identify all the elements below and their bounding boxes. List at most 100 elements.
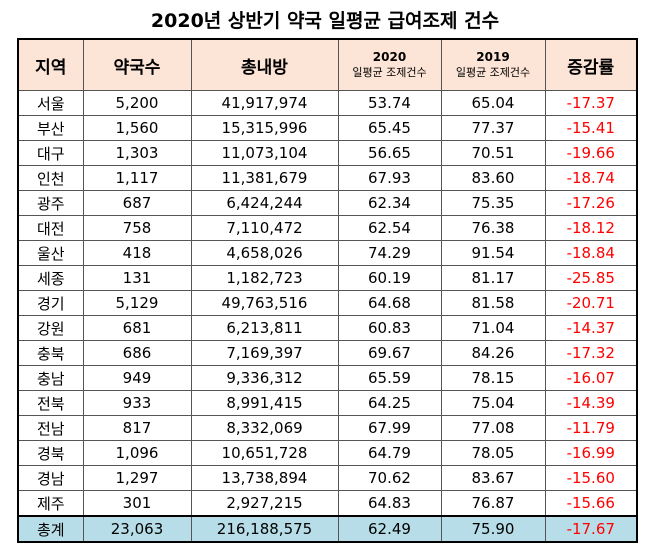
total-row: 총계 23,063 216,188,575 62.49 75.90 -17.67	[17, 515, 638, 543]
cell: 91.54	[440, 240, 546, 266]
cell: -15.66	[544, 490, 638, 517]
cell: 78.15	[440, 365, 546, 391]
cell: -17.26	[544, 190, 638, 216]
cell: 1,117	[82, 165, 192, 191]
cell: -18.84	[544, 240, 638, 266]
cell: 5,129	[82, 290, 192, 316]
cell: 대전	[17, 215, 84, 241]
data-row: 충북 686 7,169,397 69.67 84.26 -17.32	[17, 340, 638, 366]
cell: 933	[82, 390, 192, 416]
cell: 인천	[17, 165, 84, 191]
cell: 64.83	[337, 490, 442, 517]
cell: 2,927,215	[190, 490, 339, 517]
cell: 전남	[17, 415, 84, 441]
cell: 60.19	[337, 265, 442, 291]
data-row: 전북 933 8,991,415 64.25 75.04 -14.39	[17, 390, 638, 416]
cell: 6,424,244	[190, 190, 339, 216]
cell: 83.60	[440, 165, 546, 191]
title: 2020년 상반기 약국 일평균 급여조제 건수	[150, 10, 500, 32]
table-body: 서울 5,200 41,917,974 53.74 65.04 -17.37 부산 1,560…	[17, 90, 638, 543]
cell: 65.04	[440, 90, 546, 116]
cell: 4,658,026	[190, 240, 339, 266]
header-cell: 지역	[17, 38, 84, 91]
data-row: 대구 1,303 11,073,104 56.65 70.51 -19.66	[17, 140, 638, 166]
cell: -11.79	[544, 415, 638, 441]
cell: 13,738,894	[190, 465, 339, 491]
cell: 8,332,069	[190, 415, 339, 441]
cell: -15.60	[544, 465, 638, 491]
cell: 75.04	[440, 390, 546, 416]
cell: 67.99	[337, 415, 442, 441]
cell: 75.90	[440, 515, 546, 543]
data-row: 경남 1,297 13,738,894 70.62 83.67 -15.60	[17, 465, 638, 491]
data-table: 지역 약국수 총내방 2020 일평균 조제건수 2019 일평균 조제건수 증감률 서울 5,…	[17, 38, 638, 543]
cell: 216,188,575	[190, 515, 339, 543]
cell: 부산	[17, 115, 84, 141]
cell: 67.93	[337, 165, 442, 191]
data-row: 제주 301 2,927,215 64.83 76.87 -15.66	[17, 490, 638, 517]
cell: 대구	[17, 140, 84, 166]
cell: 경북	[17, 440, 84, 466]
cell: 강원	[17, 315, 84, 341]
cell: 77.08	[440, 415, 546, 441]
header-cell: 2019 일평균 조제건수	[440, 38, 546, 91]
cell: 301	[82, 490, 192, 517]
cell: 1,096	[82, 440, 192, 466]
header-cell: 약국수	[82, 38, 192, 91]
cell: 76.87	[440, 490, 546, 517]
data-row: 광주 687 6,424,244 62.34 75.35 -17.26	[17, 190, 638, 216]
cell: 총계	[17, 515, 84, 543]
cell: -25.85	[544, 265, 638, 291]
cell: 15,315,996	[190, 115, 339, 141]
cell: 949	[82, 365, 192, 391]
cell: 687	[82, 190, 192, 216]
header-year: 2019	[476, 50, 510, 64]
data-row: 부산 1,560 15,315,996 65.45 77.37 -15.41	[17, 115, 638, 141]
cell: -17.32	[544, 340, 638, 366]
data-row: 경기 5,129 49,763,516 64.68 81.58 -20.71	[17, 290, 638, 316]
cell: 131	[82, 265, 192, 291]
header-row: 지역 약국수 총내방 2020 일평균 조제건수 2019 일평균 조제건수 증감률	[17, 38, 638, 91]
cell: 경남	[17, 465, 84, 491]
cell: 서울	[17, 90, 84, 116]
cell: 76.38	[440, 215, 546, 241]
cell: 1,297	[82, 465, 192, 491]
cell: 11,073,104	[190, 140, 339, 166]
cell: -14.37	[544, 315, 638, 341]
cell: 6,213,811	[190, 315, 339, 341]
cell: 758	[82, 215, 192, 241]
data-row: 전남 817 8,332,069 67.99 77.08 -11.79	[17, 415, 638, 441]
cell: 49,763,516	[190, 290, 339, 316]
cell: -20.71	[544, 290, 638, 316]
cell: 84.26	[440, 340, 546, 366]
cell: 1,182,723	[190, 265, 339, 291]
cell: 56.65	[337, 140, 442, 166]
cell: 62.54	[337, 215, 442, 241]
header-cell: 증감률	[544, 38, 638, 91]
cell: -18.12	[544, 215, 638, 241]
cell: 69.67	[337, 340, 442, 366]
cell: 울산	[17, 240, 84, 266]
cell: 53.74	[337, 90, 442, 116]
cell: 65.45	[337, 115, 442, 141]
cell: 전북	[17, 390, 84, 416]
cell: 1,560	[82, 115, 192, 141]
data-row: 울산 418 4,658,026 74.29 91.54 -18.84	[17, 240, 638, 266]
cell: 78.05	[440, 440, 546, 466]
header-cell: 총내방	[190, 38, 339, 91]
cell: 62.34	[337, 190, 442, 216]
header-label: 일평균 조제건수	[352, 66, 427, 79]
data-row: 강원 681 6,213,811 60.83 71.04 -14.37	[17, 315, 638, 341]
cell: 경기	[17, 290, 84, 316]
cell: 70.62	[337, 465, 442, 491]
cell: 60.83	[337, 315, 442, 341]
cell: 제주	[17, 490, 84, 517]
header-label: 일평균 조제건수	[455, 66, 531, 79]
cell: 충남	[17, 365, 84, 391]
cell: 9,336,312	[190, 365, 339, 391]
cell: -17.67	[544, 515, 638, 543]
cell: 70.51	[440, 140, 546, 166]
cell: 74.29	[337, 240, 442, 266]
cell: 64.25	[337, 390, 442, 416]
